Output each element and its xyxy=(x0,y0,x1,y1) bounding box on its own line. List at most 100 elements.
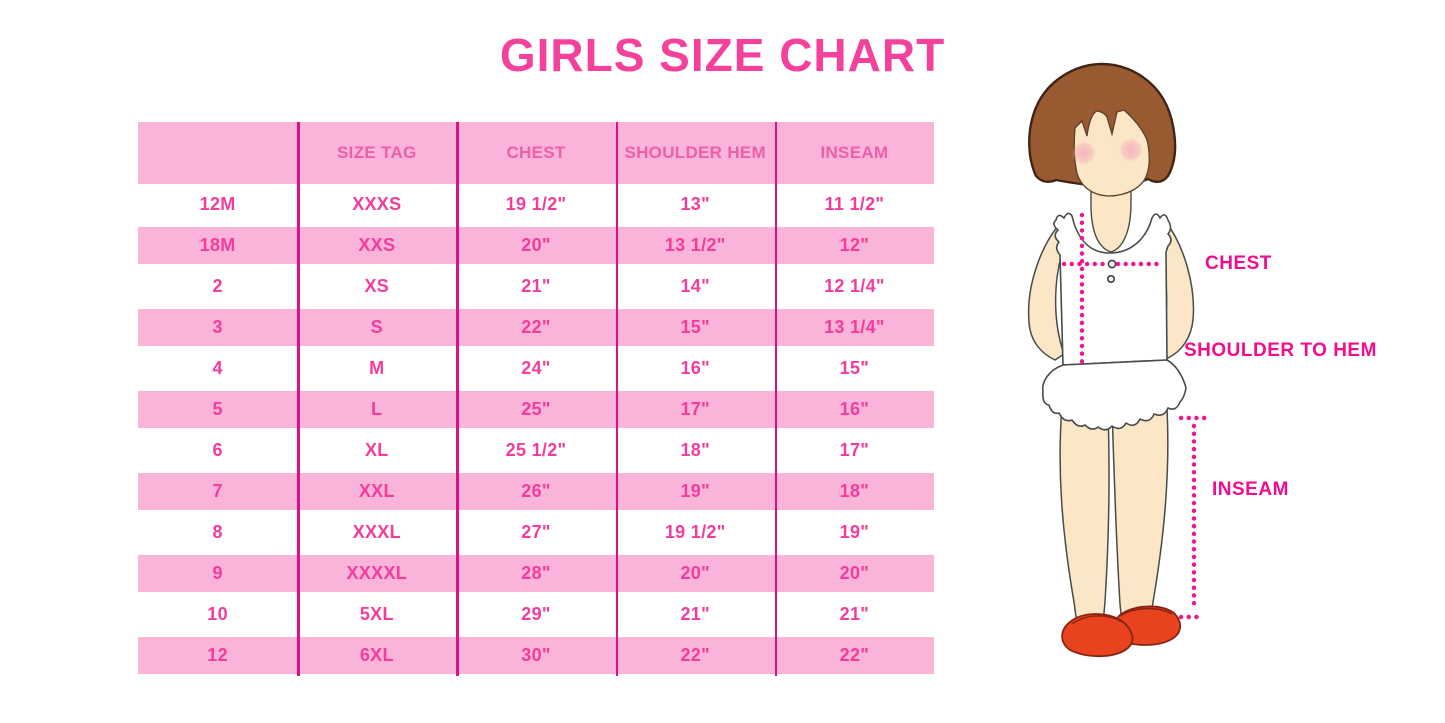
table-row: 10 5XL 29" 21" 21" xyxy=(138,594,934,635)
table-row: 5 L 25" 17" 16" xyxy=(138,389,934,430)
column-header-shoulder-hem: SHOULDER HEM xyxy=(624,143,766,162)
table-cell: 22" xyxy=(839,645,870,665)
table-cell: 29" xyxy=(521,604,551,624)
table-cell: 18M xyxy=(199,235,236,255)
inseam-label: INSEAM xyxy=(1212,479,1289,500)
table-row: 4 M 24" 16" 15" xyxy=(138,348,934,389)
size-chart-table: SIZE TAG CHEST SHOULDER HEM INSEAM 12M X… xyxy=(138,122,934,676)
blush-left xyxy=(1072,141,1096,165)
table-cell: 18" xyxy=(680,440,710,460)
table-cell: 27" xyxy=(521,522,551,542)
table-cell: XXXL xyxy=(352,522,401,542)
table-row: 8 XXXL 27" 19 1/2" 19" xyxy=(138,512,934,553)
table-row: 12M XXXS 19 1/2" 13" 11 1/2" xyxy=(138,184,934,225)
table-cell: 12 1/4" xyxy=(824,276,885,296)
table-cell: L xyxy=(371,399,383,419)
column-header-inseam: INSEAM xyxy=(820,143,889,162)
table-cell: M xyxy=(369,358,385,378)
table-cell: 30" xyxy=(521,645,551,665)
table-cell: 13" xyxy=(680,194,710,214)
table-cell: 19" xyxy=(839,522,870,542)
table-cell: 25" xyxy=(521,399,551,419)
table-cell: 17" xyxy=(839,440,870,460)
face xyxy=(1073,109,1150,197)
table-cell: 16" xyxy=(839,399,870,419)
table-cell: 16" xyxy=(680,358,710,378)
column-divider xyxy=(456,122,459,676)
top-bodice xyxy=(1053,212,1172,366)
table-cell: 25 1/2" xyxy=(505,440,567,460)
table-cell: XXXXL xyxy=(346,563,408,583)
left-shoe xyxy=(1061,613,1134,658)
table-cell: 5XL xyxy=(359,604,394,624)
table-cell: XL xyxy=(365,440,389,460)
table-cell: 17" xyxy=(680,399,710,419)
table-cell: 15" xyxy=(839,358,870,378)
table-cell: 12" xyxy=(839,235,870,255)
table-cell: 14" xyxy=(680,276,710,296)
table-cell: 7 xyxy=(212,481,223,501)
column-divider xyxy=(774,122,778,676)
table-cell: 12 xyxy=(207,645,228,665)
table-cell: 15" xyxy=(680,317,710,337)
table-cell: XS xyxy=(364,276,390,296)
table-cell: 19" xyxy=(680,481,710,501)
table-cell: 8 xyxy=(212,522,223,542)
table-row: 2 XS 21" 14" 12 1/4" xyxy=(138,266,934,307)
table-row: 12 6XL 30" 22" 22" xyxy=(138,635,934,676)
table-cell: XXS xyxy=(358,235,396,255)
column-divider xyxy=(297,122,300,676)
table-cell: 18" xyxy=(839,481,870,501)
table-cell: S xyxy=(370,317,383,337)
table-row: 3 S 22" 15" 13 1/4" xyxy=(138,307,934,348)
table-header-row: SIZE TAG CHEST SHOULDER HEM INSEAM xyxy=(138,122,934,184)
right-leg xyxy=(1111,407,1169,630)
table-cell: 13 1/4" xyxy=(824,317,885,337)
top-button-1 xyxy=(1107,259,1117,269)
measurement-figure: CHEST SHOULDER TO HEM INSEAM xyxy=(1000,50,1445,690)
table-cell: 2 xyxy=(212,276,223,296)
right-shoe-strap xyxy=(1119,607,1173,617)
table-cell: 4 xyxy=(212,358,223,378)
table-cell: 13 1/2" xyxy=(664,235,726,255)
table-cell: 21" xyxy=(521,276,551,296)
page-title: GIRLS SIZE CHART xyxy=(499,29,946,81)
table-cell: 26" xyxy=(521,481,551,501)
table-cell: 21" xyxy=(680,604,710,624)
table-row: 18M XXS 20" 13 1/2" 12" xyxy=(138,225,934,266)
column-header-size-tag: SIZE TAG xyxy=(337,143,417,162)
table-cell: 20" xyxy=(521,235,551,255)
chest-label: CHEST xyxy=(1205,253,1272,274)
top-button-2 xyxy=(1107,275,1116,284)
table-cell: 22" xyxy=(680,645,710,665)
table-row: 6 XL 25 1/2" 18" 17" xyxy=(138,430,934,471)
table-cell: 21" xyxy=(839,604,870,624)
table-cell: XXXS xyxy=(352,194,402,214)
table-cell: 9 xyxy=(212,563,223,583)
shoulder-to-hem-label: SHOULDER TO HEM xyxy=(1184,340,1377,361)
ruffle-skirt xyxy=(1041,359,1187,431)
table-cell: 24" xyxy=(521,358,551,378)
table-cell: 19 1/2" xyxy=(664,522,726,542)
table-cell: 22" xyxy=(521,317,551,337)
table-cell: 11 1/2" xyxy=(824,194,885,214)
table-cell: 5 xyxy=(212,399,223,419)
girl-illustration xyxy=(1027,62,1209,658)
table-cell: 3 xyxy=(212,317,223,337)
left-leg xyxy=(1059,405,1110,630)
column-divider xyxy=(615,122,619,676)
column-header-size xyxy=(138,122,297,184)
table-cell: 28" xyxy=(521,563,551,583)
table-row: 9 XXXXL 28" 20" 20" xyxy=(138,553,934,594)
table-cell: 10 xyxy=(207,604,228,624)
table-cell: 20" xyxy=(839,563,870,583)
column-header-chest: CHEST xyxy=(506,143,566,162)
table-cell: 6XL xyxy=(359,645,394,665)
left-shoe-strap xyxy=(1071,615,1123,625)
left-arm xyxy=(1027,224,1065,361)
table-cell: XXL xyxy=(358,481,395,501)
table-cell: 12M xyxy=(199,194,236,214)
table-cell: 20" xyxy=(680,563,710,583)
table-cell: 19 1/2" xyxy=(505,194,567,214)
table-cell: 6 xyxy=(212,440,223,460)
